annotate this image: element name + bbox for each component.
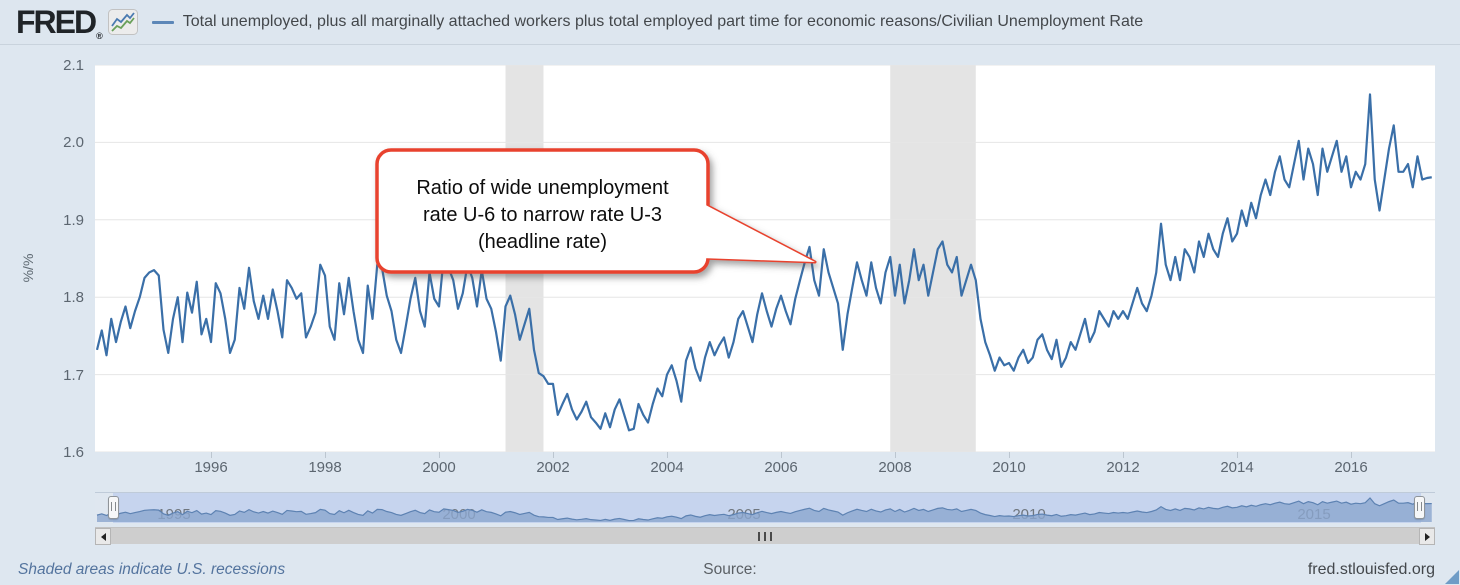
x-tick-mark: [667, 452, 668, 458]
chart-plot-area[interactable]: [95, 64, 1435, 453]
x-tick-mark: [1009, 452, 1010, 458]
y-tick-label: 2.1: [63, 57, 84, 74]
range-navigator[interactable]: 19952000200520102015: [95, 492, 1435, 523]
recession-band: [890, 65, 976, 452]
handle-grip-icon: [111, 502, 116, 511]
x-tick-mark: [781, 452, 782, 458]
scrollbar-left-arrow-icon[interactable]: [95, 528, 111, 545]
y-tick-label: 1.6: [63, 444, 84, 461]
x-tick-label: 2000: [422, 459, 456, 476]
y-tick-label: 1.7: [63, 366, 84, 384]
legend-line-icon: [151, 20, 174, 24]
x-tick-mark: [895, 452, 896, 458]
y-axis-title: %/%: [20, 253, 36, 283]
x-tick-label: 1998: [308, 459, 342, 476]
resize-handle-icon[interactable]: [1445, 570, 1459, 584]
x-tick-mark: [325, 452, 326, 458]
chart-footer: Shaded areas indicate U.S. recessions So…: [0, 555, 1460, 585]
horizontal-scrollbar[interactable]: [95, 527, 1435, 545]
y-tick-label: 2.0: [63, 134, 84, 152]
series-title[interactable]: Total unemployed, plus all marginally at…: [182, 13, 1144, 30]
x-tick-label: 2002: [536, 459, 570, 476]
x-tick-mark: [1123, 452, 1124, 458]
x-tick-mark: [1351, 452, 1352, 458]
x-tick-label: 2014: [1220, 459, 1254, 476]
navigator-left-handle[interactable]: [108, 496, 119, 519]
fred-site-link[interactable]: fred.stlouisfed.org: [1307, 561, 1435, 578]
fred-logo[interactable]: FRED®: [16, 4, 103, 41]
x-tick-label: 1996: [194, 459, 228, 476]
scrollbar-right-arrow-icon[interactable]: [1419, 528, 1435, 545]
x-tick-label: 2004: [650, 459, 684, 476]
source-label: Source:: [703, 561, 757, 578]
data-line: [95, 93, 1432, 432]
chart-header: FRED® Total unemployed, plus all margina…: [0, 0, 1460, 45]
x-tick-label: 2006: [764, 459, 798, 476]
x-tick-label: 2008: [878, 459, 912, 476]
x-tick-mark: [553, 452, 554, 458]
x-tick-label: 2010: [992, 459, 1026, 476]
x-tick-label: 2012: [1106, 459, 1140, 476]
navigator-line: [96, 497, 1432, 522]
y-tick-label: 1.8: [63, 289, 84, 307]
y-tick-label: 1.9: [63, 211, 84, 229]
x-tick-mark: [1237, 452, 1238, 458]
fred-sparkline-icon: [107, 9, 138, 35]
handle-grip-icon: [1417, 502, 1422, 511]
left-triangle-icon: [100, 532, 106, 541]
x-tick-mark: [439, 452, 440, 458]
navigator-area: [97, 497, 1432, 522]
navigator-right-handle[interactable]: [1414, 496, 1425, 519]
right-triangle-icon: [1424, 532, 1430, 541]
fred-logo-text: FRED: [16, 4, 97, 40]
recession-shading-note: Shaded areas indicate U.S. recessions: [18, 561, 286, 578]
scrollbar-thumb-grip[interactable]: [756, 528, 774, 545]
recession-band: [505, 65, 544, 452]
x-tick-label: 2016: [1334, 459, 1368, 476]
x-tick-mark: [211, 452, 212, 458]
registered-mark-icon: ®: [96, 31, 103, 41]
